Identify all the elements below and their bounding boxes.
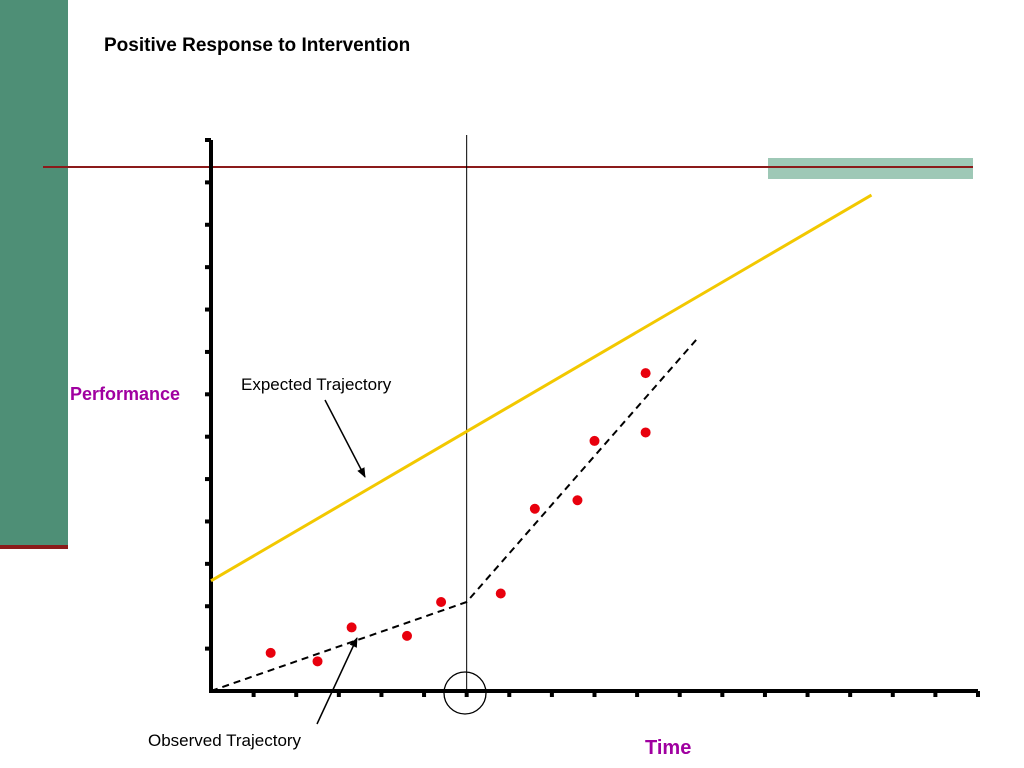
- expected-trajectory-line: [210, 193, 873, 583]
- data-point: [436, 596, 447, 607]
- data-point: [402, 630, 413, 641]
- data-point: [346, 622, 357, 633]
- data-point: [640, 427, 651, 438]
- observed-trajectory-label: Observed Trajectory: [148, 731, 302, 750]
- data-point: [589, 435, 600, 446]
- benchmark-line: [43, 166, 973, 168]
- data-point: [312, 656, 323, 667]
- intervention-marker-circle: [443, 671, 487, 715]
- slide-title: Positive Response to Intervention: [104, 35, 411, 56]
- expected-annotation-arrow: [324, 399, 366, 478]
- left-accent-bar: [0, 0, 68, 549]
- data-point: [640, 368, 651, 379]
- data-point: [529, 503, 540, 514]
- data-point: [495, 588, 506, 599]
- benchmark-highlight: [768, 158, 973, 179]
- expected-trajectory-label: Expected Trajectory: [241, 375, 392, 394]
- x-axis-label: Time: [645, 737, 692, 759]
- y-axis-label: Performance: [70, 384, 181, 404]
- data-point: [572, 495, 583, 506]
- observed-annotation-arrow: [316, 637, 358, 725]
- data-point: [265, 647, 276, 658]
- observed-trajectory-line: [210, 338, 698, 692]
